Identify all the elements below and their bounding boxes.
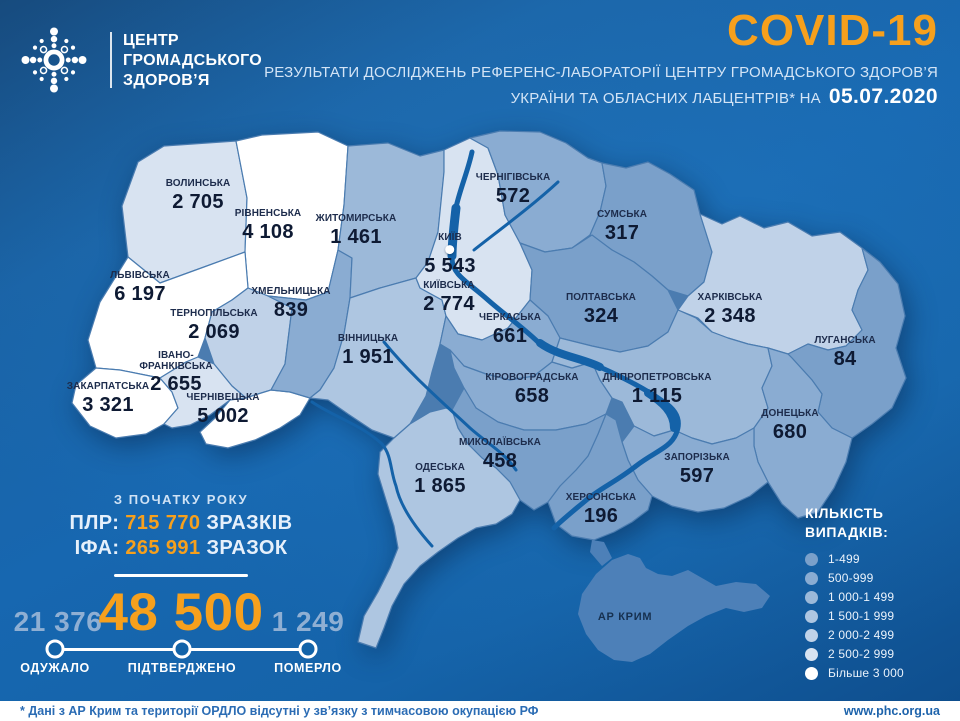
recovered-count: 21 376 xyxy=(13,606,103,637)
kremenchuk-reservoir xyxy=(536,339,604,371)
logo-line: ЦЕНТР xyxy=(123,32,179,49)
pcr-line: ПЛР: 715 770 ЗРАЗКІВ xyxy=(0,512,362,535)
legend-title-line1: КІЛЬКІСТЬ xyxy=(805,505,884,521)
elisa-label: ІФА: xyxy=(74,537,120,559)
since-year-label: З ПОЧАТКУ РОКУ xyxy=(113,492,249,507)
legend-title: КІЛЬКІСТЬ ВИПАДКІВ: xyxy=(805,504,904,542)
legend-item: 2 500-2 999 xyxy=(805,645,904,664)
recovered-label: ОДУЖАЛО xyxy=(20,661,90,675)
legend-swatch xyxy=(805,628,818,642)
phc-logo-icon xyxy=(21,27,87,93)
pcr-unit: ЗРАЗКІВ xyxy=(206,512,293,534)
dniester-river xyxy=(310,400,434,548)
confirmed-label: ПІДТВЕРДЖЕНО xyxy=(127,661,237,675)
region-shape-crimea xyxy=(578,554,770,662)
desna-river xyxy=(472,180,560,252)
subtitle-text: УКРАЇНИ ТА ОБЛАСНИХ ЛАБЦЕНТРІВ* НА xyxy=(510,90,821,107)
map-legend: КІЛЬКІСТЬ ВИПАДКІВ: 1-499 500-999 1 000-1 … xyxy=(805,504,904,683)
legend-label: Більше 3 000 xyxy=(828,666,904,681)
summary-divider xyxy=(114,574,248,577)
legend-item: Більше 3 000 xyxy=(805,664,904,683)
died-label: ПОМЕРЛО xyxy=(274,661,342,675)
pcr-value: 715 770 xyxy=(125,512,201,534)
legend-label: 2 500-2 999 xyxy=(828,647,895,662)
legend-swatch xyxy=(805,571,818,585)
legend-title-line2: ВИПАДКІВ: xyxy=(805,523,889,540)
timeline-dot-confirmed xyxy=(172,639,192,659)
subtitle-line2: УКРАЇНИ ТА ОБЛАСНИХ ЛАБЦЕНТРІВ* НА 05.07… xyxy=(511,85,938,109)
elisa-line: ІФА: 265 991 ЗРАЗОК xyxy=(0,537,362,560)
legend-label: 2 000-2 499 xyxy=(828,628,895,643)
page-title: COVID-19 xyxy=(727,6,938,55)
legend-label: 1 000-1 499 xyxy=(828,590,895,605)
website-link[interactable]: www.phc.org.ua xyxy=(843,704,940,718)
legend-item: 2 000-2 499 xyxy=(805,626,904,645)
pcr-label: ПЛР: xyxy=(69,512,120,534)
southern-buh-river xyxy=(382,340,518,472)
legend-item: 1-499 xyxy=(805,550,904,569)
timeline-dot-recovered xyxy=(45,639,65,659)
confirmed-count: 48 500 xyxy=(98,583,264,642)
region-shape-rivne xyxy=(235,131,349,301)
legend-label: 500-999 xyxy=(828,571,874,586)
logo-line: ЗДОРОВ’Я xyxy=(123,71,210,89)
legend-swatch xyxy=(805,590,818,604)
died-count: 1 249 xyxy=(271,606,345,637)
elisa-value: 265 991 xyxy=(125,537,201,559)
footnote: * Дані з АР Крим та території ОРДЛО відс… xyxy=(20,704,539,718)
legend-item: 1 000-1 499 xyxy=(805,588,904,607)
timeline-dot-died xyxy=(298,639,318,659)
elisa-unit: ЗРАЗОК xyxy=(206,537,288,559)
logo-line: ГРОМАДСЬКОГО xyxy=(123,51,263,69)
legend-item: 500-999 xyxy=(805,569,904,588)
logo-divider xyxy=(110,32,112,88)
legend-swatch xyxy=(805,666,818,680)
region-shape-ivano-frankivsk xyxy=(159,356,247,429)
report-date: 05.07.2020 xyxy=(828,85,938,108)
region-shape-odesa xyxy=(357,407,521,649)
legend-swatch xyxy=(805,647,818,661)
legend-label: 1 500-1 999 xyxy=(828,609,895,624)
legend-swatch xyxy=(805,609,818,623)
legend-label: 1-499 xyxy=(828,552,860,567)
legend-item: 1 500-1 999 xyxy=(805,607,904,626)
testing-summary: З ПОЧАТКУ РОКУ ПЛР: 715 770 ЗРАЗКІВ ІФА:… xyxy=(0,492,362,577)
legend-rows: 1-499 500-999 1 000-1 499 1 500-1 999 2 000-… xyxy=(805,550,904,683)
subtitle-line1: РЕЗУЛЬТАТИ ДОСЛІДЖЕНЬ РЕФЕРЕНС-ЛАБОРАТОР… xyxy=(264,64,938,81)
logo-wordmark: ЦЕНТР ГРОМАДСЬКОГО ЗДОРОВ’Я xyxy=(123,31,262,90)
kakhovka-reservoir xyxy=(644,389,678,432)
legend-swatch xyxy=(805,552,818,566)
crimea-isthmus xyxy=(590,540,612,566)
footer-bar: * Дані з АР Крим та території ОРДЛО відс… xyxy=(0,701,960,721)
region-shape-donetsk xyxy=(753,347,853,519)
